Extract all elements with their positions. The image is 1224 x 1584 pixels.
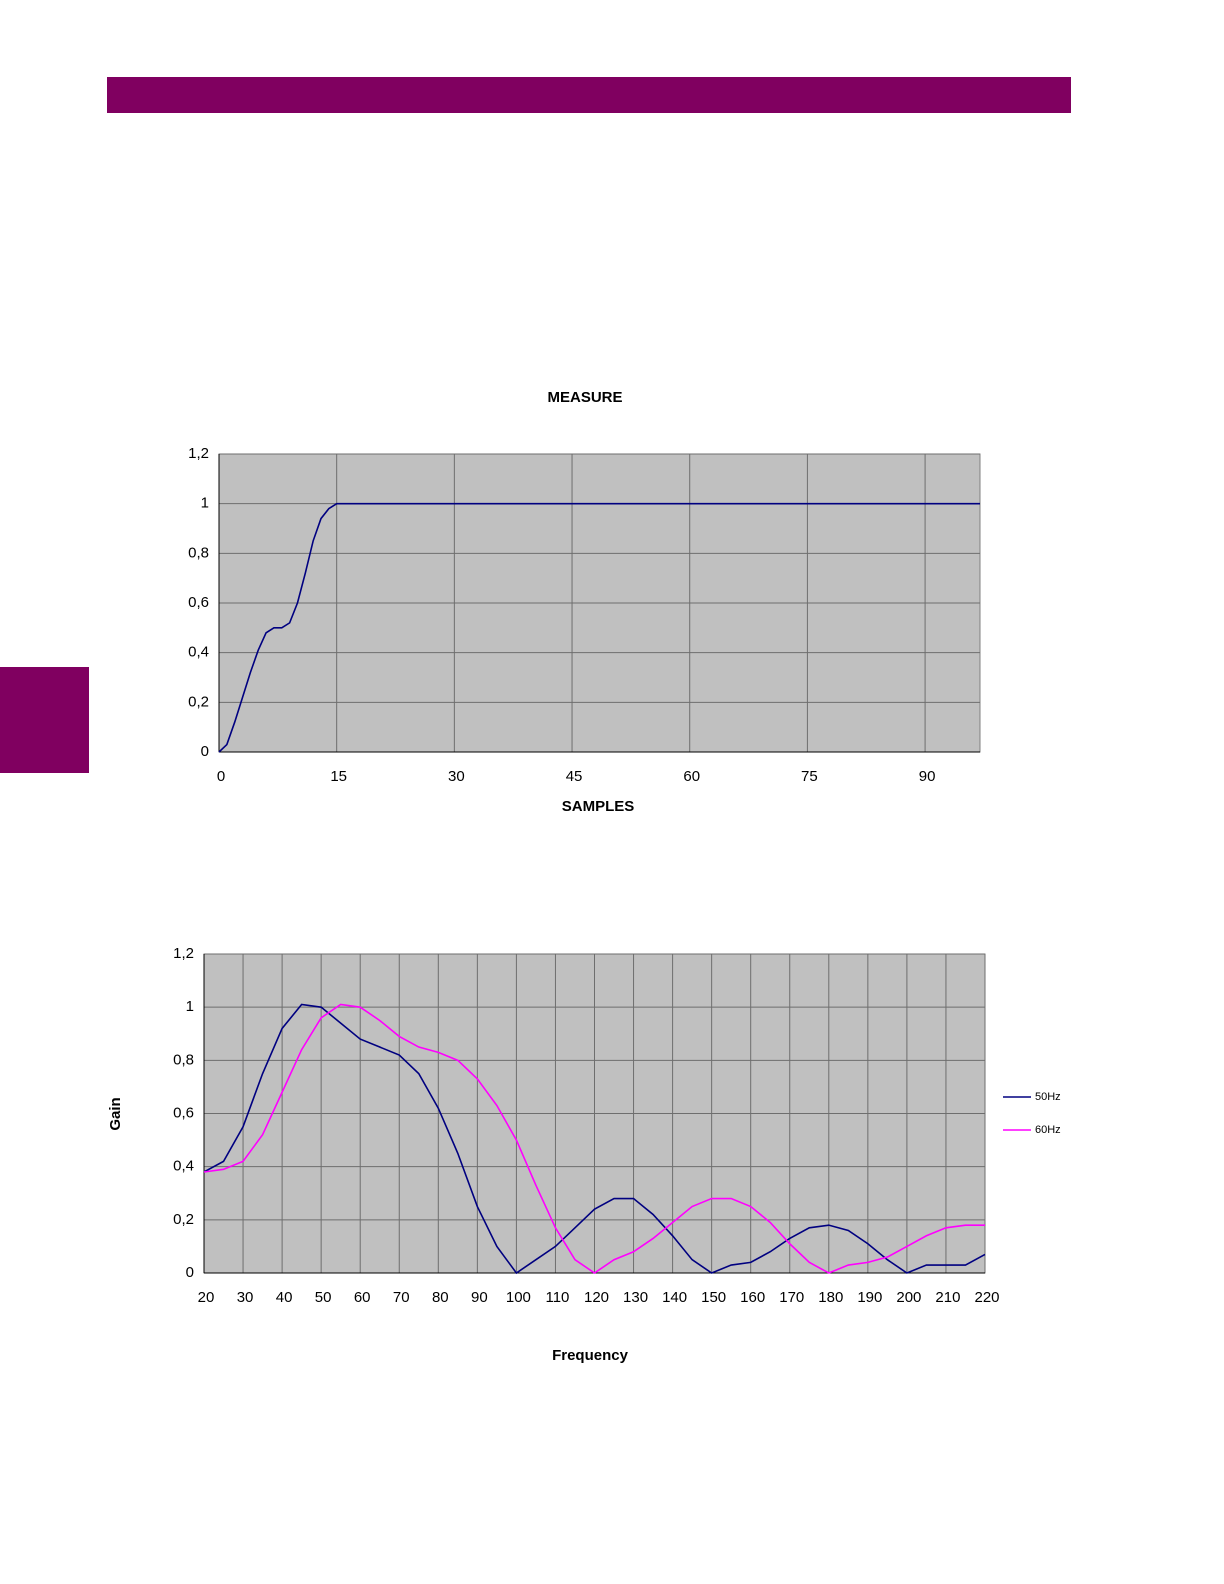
y-tick-label: 0,4	[188, 644, 209, 661]
y-tick-label: 1	[201, 495, 209, 512]
header-bar	[107, 77, 1071, 113]
x-axis-title: Frequency	[552, 1347, 629, 1364]
y-tick-label: 1,2	[173, 945, 194, 962]
y-tick-label: 0,6	[173, 1104, 194, 1121]
data-line	[218, 502, 980, 753]
x-tick-label: 120	[584, 1289, 609, 1306]
y-axis-title: Gain	[107, 1097, 124, 1130]
x-tick-label: 90	[919, 768, 936, 785]
y-tick-label: 0,2	[173, 1211, 194, 1228]
x-tick-label: 80	[432, 1289, 449, 1306]
y-tick-label: 0,8	[188, 544, 209, 561]
side-tab	[0, 667, 89, 773]
x-tick-label: 0	[217, 768, 225, 785]
x-tick-label: 180	[818, 1289, 843, 1306]
x-tick-label: 50	[315, 1289, 332, 1306]
y-tick-label: 0,8	[173, 1051, 194, 1068]
y-tick-label: 0	[201, 743, 209, 760]
x-tick-label: 190	[857, 1289, 882, 1306]
x-tick-label: 140	[662, 1289, 687, 1306]
x-tick-label: 130	[623, 1289, 648, 1306]
x-tick-label: 45	[566, 768, 583, 785]
x-tick-label: 160	[740, 1289, 765, 1306]
x-tick-label: 60	[354, 1289, 371, 1306]
y-tick-label: 0	[186, 1264, 194, 1281]
x-tick-label: 75	[801, 768, 818, 785]
y-tick-label: 0,2	[188, 693, 209, 710]
x-tick-label: 90	[471, 1289, 488, 1306]
x-tick-label: 40	[276, 1289, 293, 1306]
legend-label: 50Hz	[1035, 1091, 1061, 1103]
y-tick-label: 1	[186, 998, 194, 1015]
x-tick-label: 220	[974, 1289, 999, 1306]
x-axis-title: SAMPLES	[562, 798, 635, 815]
x-tick-label: 110	[545, 1289, 569, 1306]
x-tick-label: 20	[198, 1289, 215, 1306]
x-tick-label: 200	[896, 1289, 921, 1306]
x-tick-label: 15	[330, 768, 347, 785]
x-tick-label: 30	[448, 768, 465, 785]
data-line	[203, 1003, 986, 1275]
x-tick-label: 60	[683, 768, 700, 785]
data-line	[203, 1003, 985, 1274]
y-tick-label: 0,4	[173, 1158, 194, 1175]
x-tick-label: 100	[506, 1289, 531, 1306]
x-tick-label: 150	[701, 1289, 726, 1306]
x-tick-label: 210	[935, 1289, 960, 1306]
legend-label: 60Hz	[1035, 1124, 1061, 1136]
chart-title: MEASURE	[547, 389, 622, 406]
x-tick-label: 70	[393, 1289, 410, 1306]
x-tick-label: 30	[237, 1289, 254, 1306]
y-tick-label: 1,2	[188, 445, 209, 462]
y-tick-label: 0,6	[188, 594, 209, 611]
x-tick-label: 170	[779, 1289, 804, 1306]
